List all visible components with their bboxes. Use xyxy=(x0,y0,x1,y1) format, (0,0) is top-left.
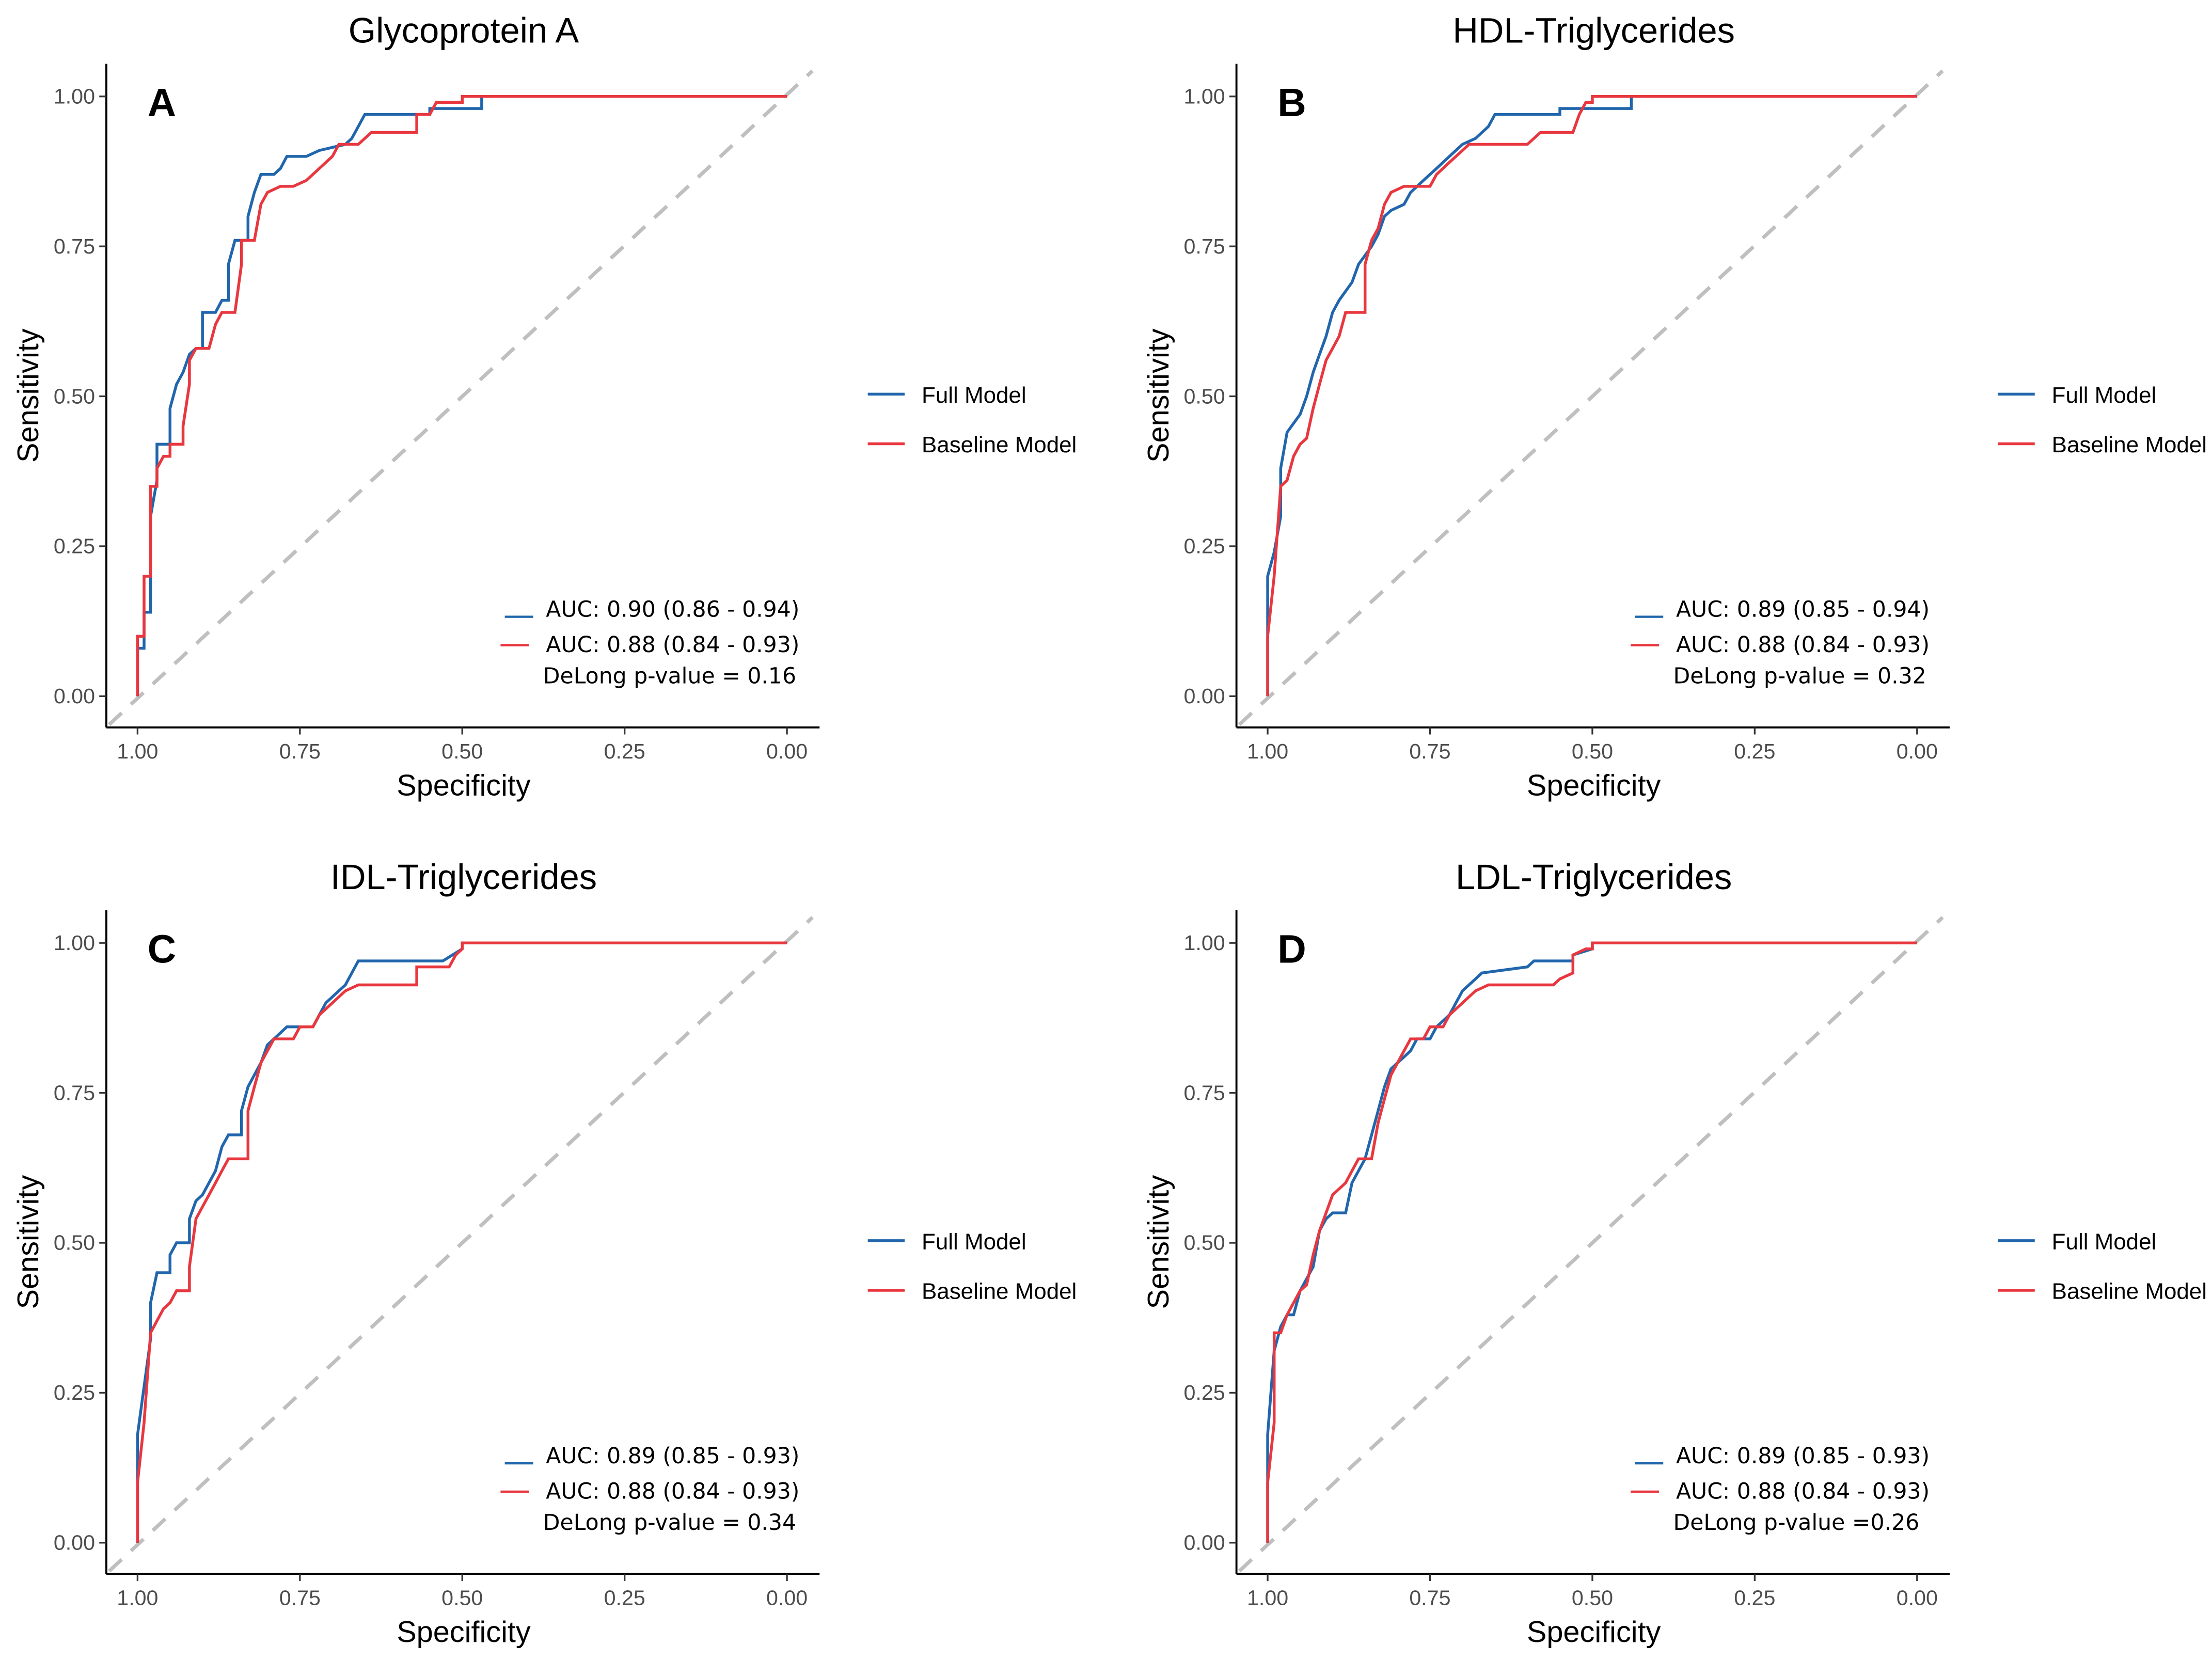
y-axis-label: Sensitivity xyxy=(1142,1175,1175,1309)
y-tick-label: 0.25 xyxy=(54,1381,95,1404)
y-tick-label: 0.50 xyxy=(1184,1231,1225,1255)
panel-label: B xyxy=(1277,81,1306,125)
panel-label: A xyxy=(148,81,177,125)
legend-full-model-label: Full Model xyxy=(922,1229,1026,1254)
roc-panel-b: HDL-Triglycerides 0.00 0.25 0.50 0.75 1.00 1.0… xyxy=(1142,10,2207,802)
y-tick-label: 0.00 xyxy=(1184,1531,1225,1555)
x-tick-label: 1.00 xyxy=(1247,1586,1288,1610)
reference-diagonal xyxy=(108,916,814,1573)
auc-full-text: AUC: 0.89 (0.85 - 0.94) xyxy=(1676,597,1930,623)
auc-baseline-text: AUC: 0.88 (0.84 - 0.93) xyxy=(546,632,799,658)
y-tick-label: 0.75 xyxy=(1184,1081,1225,1104)
baseline-model-roc-curve xyxy=(136,941,787,1543)
reference-diagonal xyxy=(108,69,814,726)
y-axis-label: Sensitivity xyxy=(12,1175,45,1309)
legend-baseline-model-label: Baseline Model xyxy=(2052,1278,2207,1304)
baseline-model-roc-curve xyxy=(136,94,787,697)
x-tick-label: 0.50 xyxy=(1572,1586,1613,1610)
x-tick-label: 0.00 xyxy=(766,1586,808,1610)
auc-full-text: AUC: 0.89 (0.85 - 0.93) xyxy=(1676,1443,1930,1469)
auc-baseline-text: AUC: 0.88 (0.84 - 0.93) xyxy=(1676,632,1930,658)
y-tick-label: 0.25 xyxy=(1184,534,1225,558)
x-tick-label: 1.00 xyxy=(1247,739,1288,763)
chart-title: Glycoprotein A xyxy=(349,10,579,50)
x-tick-label: 0.50 xyxy=(1572,739,1613,763)
legend: Full Model Baseline Model xyxy=(1998,383,2207,457)
full-model-roc-curve xyxy=(1266,94,1917,697)
delong-p-value-text: DeLong p-value =0.26 xyxy=(1673,1510,1919,1536)
y-tick-label: 0.00 xyxy=(54,1531,95,1555)
x-tick-label: 1.00 xyxy=(117,1586,158,1610)
x-tick-label: 0.25 xyxy=(604,739,645,763)
y-tick-label: 0.75 xyxy=(54,1081,95,1104)
baseline-model-roc-curve xyxy=(1266,941,1917,1543)
baseline-model-roc-curve xyxy=(1266,94,1917,697)
x-tick-label: 0.75 xyxy=(279,1586,321,1610)
x-axis-label: Specificity xyxy=(1527,1616,1661,1649)
x-tick-label: 0.75 xyxy=(1409,739,1450,763)
y-tick-label: 0.75 xyxy=(1184,234,1225,258)
legend-full-model-label: Full Model xyxy=(2052,383,2157,408)
y-tick-label: 0.50 xyxy=(54,1231,95,1255)
roc-panel-a: Glycoprotein A 0.00 0.25 0.50 0.75 1.00 1.00 0.… xyxy=(12,10,1077,802)
x-tick-label: 1.00 xyxy=(117,739,158,763)
y-tick-label: 0.00 xyxy=(54,684,95,708)
x-tick-label: 0.50 xyxy=(441,739,483,763)
panel-label: D xyxy=(1277,927,1306,972)
legend: Full Model Baseline Model xyxy=(1998,1229,2207,1304)
x-tick-label: 0.00 xyxy=(766,739,808,763)
x-tick-label: 0.00 xyxy=(1897,1586,1938,1610)
y-tick-label: 0.25 xyxy=(54,534,95,558)
legend-full-model-label: Full Model xyxy=(922,383,1026,408)
panel-label: C xyxy=(148,927,177,972)
x-tick-label: 0.75 xyxy=(1409,1586,1450,1610)
x-tick-label: 0.75 xyxy=(279,739,321,763)
x-tick-label: 0.50 xyxy=(441,1586,483,1610)
y-tick-label: 1.00 xyxy=(1184,84,1225,108)
chart-title: HDL-Triglycerides xyxy=(1452,10,1735,50)
legend-baseline-model-label: Baseline Model xyxy=(922,432,1077,457)
reference-diagonal xyxy=(1238,916,1944,1573)
figure-root: Glycoprotein A 0.00 0.25 0.50 0.75 1.00 1.00 0.… xyxy=(12,10,2207,1649)
auc-baseline-text: AUC: 0.88 (0.84 - 0.93) xyxy=(1676,1479,1930,1505)
y-tick-label: 1.00 xyxy=(54,84,95,108)
y-tick-label: 0.50 xyxy=(1184,384,1225,408)
reference-diagonal xyxy=(1238,69,1944,726)
legend: Full Model Baseline Model xyxy=(867,383,1077,457)
legend-full-model-label: Full Model xyxy=(2052,1229,2157,1254)
y-axis-label: Sensitivity xyxy=(12,328,45,463)
legend-baseline-model-label: Baseline Model xyxy=(2052,432,2207,457)
y-tick-label: 1.00 xyxy=(1184,931,1225,955)
full-model-roc-curve xyxy=(136,941,787,1543)
x-axis-label: Specificity xyxy=(397,769,531,802)
delong-p-value-text: DeLong p-value = 0.32 xyxy=(1673,663,1926,689)
y-tick-label: 0.25 xyxy=(1184,1381,1225,1404)
y-tick-label: 1.00 xyxy=(54,931,95,955)
roc-panel-c: IDL-Triglycerides 0.00 0.25 0.50 0.75 1.00 1.0… xyxy=(12,857,1077,1649)
y-axis-label: Sensitivity xyxy=(1142,328,1175,463)
x-axis-label: Specificity xyxy=(397,1616,531,1649)
x-tick-label: 0.25 xyxy=(1734,1586,1775,1610)
chart-title: IDL-Triglycerides xyxy=(330,857,597,897)
x-axis-label: Specificity xyxy=(1527,769,1661,802)
delong-p-value-text: DeLong p-value = 0.34 xyxy=(543,1510,796,1536)
delong-p-value-text: DeLong p-value = 0.16 xyxy=(543,663,796,689)
auc-baseline-text: AUC: 0.88 (0.84 - 0.93) xyxy=(546,1479,799,1505)
legend: Full Model Baseline Model xyxy=(867,1229,1077,1304)
y-tick-label: 0.00 xyxy=(1184,684,1225,708)
legend-baseline-model-label: Baseline Model xyxy=(922,1278,1077,1304)
auc-full-text: AUC: 0.89 (0.85 - 0.93) xyxy=(546,1443,799,1469)
y-tick-label: 0.75 xyxy=(54,234,95,258)
x-tick-label: 0.25 xyxy=(1734,739,1775,763)
x-tick-label: 0.25 xyxy=(604,1586,645,1610)
roc-panel-d: LDL-Triglycerides 0.00 0.25 0.50 0.75 1.00 1.0… xyxy=(1142,857,2207,1649)
chart-title: LDL-Triglycerides xyxy=(1456,857,1732,897)
x-tick-label: 0.00 xyxy=(1897,739,1938,763)
auc-full-text: AUC: 0.90 (0.86 - 0.94) xyxy=(546,597,799,623)
y-tick-label: 0.50 xyxy=(54,384,95,408)
